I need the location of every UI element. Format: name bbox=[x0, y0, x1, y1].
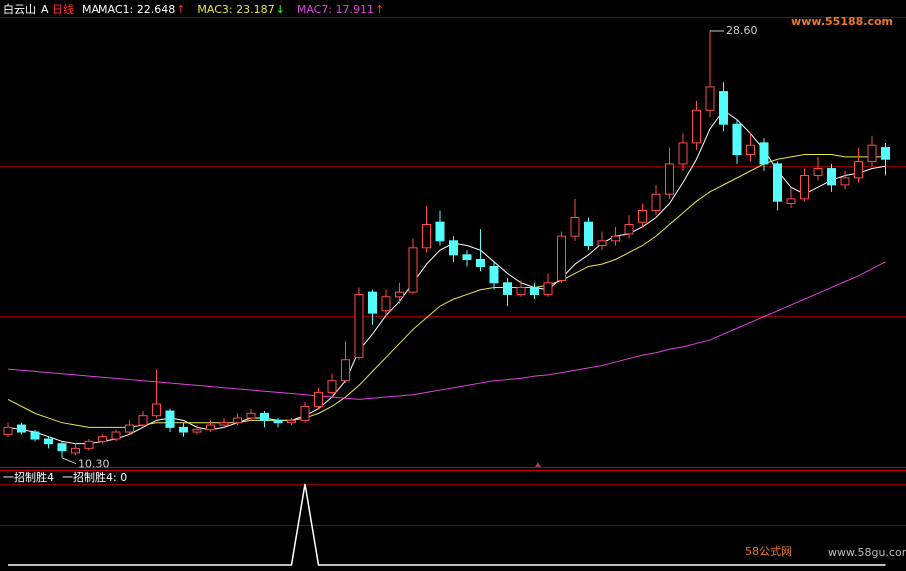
legend-arrow: ↑ bbox=[375, 3, 384, 16]
candle-body bbox=[624, 224, 634, 235]
candle-body bbox=[179, 426, 188, 433]
candle-body bbox=[651, 193, 661, 212]
indicator-value: 一招制胜4: 0 bbox=[62, 470, 127, 484]
candle-body bbox=[543, 282, 553, 295]
indicator-name: 一招制胜4 bbox=[3, 470, 54, 484]
candle-body bbox=[732, 123, 742, 156]
candle-body bbox=[597, 240, 607, 246]
candle-body bbox=[867, 144, 877, 163]
candle-body bbox=[557, 235, 566, 281]
low-pointer bbox=[61, 457, 77, 465]
candle-body bbox=[773, 163, 782, 202]
indicator-line bbox=[8, 483, 886, 566]
candle-body bbox=[422, 224, 431, 249]
watermark: 58公式网 bbox=[745, 545, 792, 558]
candle-body bbox=[44, 438, 53, 445]
candle-body bbox=[273, 419, 283, 424]
ma-line bbox=[7, 154, 886, 428]
legend-arrow: ↑ bbox=[176, 3, 185, 16]
marker bbox=[535, 462, 541, 467]
watermark: www.55188.com bbox=[791, 15, 893, 28]
candle-body bbox=[611, 235, 620, 242]
legend-arrow: ↓ bbox=[276, 3, 285, 16]
candle-body bbox=[57, 443, 67, 452]
candle-body bbox=[381, 296, 391, 312]
candle-body bbox=[17, 424, 26, 433]
candle-body bbox=[462, 254, 472, 260]
candle-body bbox=[813, 168, 823, 177]
candle-body bbox=[746, 144, 755, 156]
candle-body bbox=[503, 282, 512, 295]
candle-body bbox=[719, 91, 728, 125]
stock-flag: A bbox=[41, 3, 49, 16]
ma-line bbox=[7, 261, 886, 400]
candle-body bbox=[516, 286, 526, 295]
candle-body bbox=[138, 415, 148, 426]
ma-label: MA bbox=[82, 3, 99, 16]
candle-body bbox=[638, 210, 647, 223]
candle-body bbox=[341, 359, 350, 382]
candle-body bbox=[314, 391, 323, 407]
candle-body bbox=[111, 431, 121, 440]
candle-body bbox=[192, 429, 202, 433]
candle-body bbox=[165, 410, 175, 428]
candle-body bbox=[354, 293, 364, 358]
candle-body bbox=[408, 247, 418, 293]
candle-body bbox=[840, 177, 850, 186]
panel-lines bbox=[0, 17, 906, 526]
candle-body bbox=[287, 419, 296, 424]
candle-body bbox=[584, 221, 593, 246]
stock-name: 白云山 bbox=[3, 2, 36, 16]
candle-body bbox=[692, 109, 701, 144]
candle-body bbox=[489, 265, 499, 284]
candle-body bbox=[530, 286, 539, 295]
ma-line bbox=[7, 109, 886, 445]
candle-body bbox=[678, 142, 688, 165]
candle-body bbox=[30, 431, 40, 440]
candle-body bbox=[206, 424, 215, 431]
candle-body bbox=[219, 422, 229, 426]
candle-body bbox=[786, 198, 796, 205]
candle-body bbox=[705, 86, 715, 111]
candle-body bbox=[233, 417, 242, 424]
legend-entry: MAC1: 22.648 bbox=[98, 3, 175, 16]
candle-body bbox=[98, 436, 107, 442]
candle-body bbox=[395, 291, 404, 298]
candle-body bbox=[827, 168, 836, 186]
candle-body bbox=[260, 412, 269, 421]
low-label: 10.30 bbox=[78, 458, 110, 471]
watermark-url: www.58gu.com bbox=[828, 546, 906, 559]
candle-body bbox=[665, 163, 674, 195]
high-label: 28.60 bbox=[726, 24, 758, 37]
candle-body bbox=[435, 221, 445, 242]
candle-body bbox=[881, 147, 890, 160]
candle-body bbox=[476, 258, 485, 267]
candle-body bbox=[71, 447, 80, 454]
candle-body bbox=[854, 161, 863, 179]
candle-body bbox=[3, 426, 13, 435]
candle-body bbox=[246, 412, 256, 419]
candle-body bbox=[84, 440, 94, 449]
candle-body bbox=[327, 380, 337, 393]
legend-entry: MAC7: 17.911 bbox=[297, 3, 374, 16]
candle-body bbox=[800, 175, 809, 200]
candle-body bbox=[152, 403, 161, 417]
legend-entry: MAC3: 23.187 bbox=[197, 3, 274, 16]
candle-body bbox=[368, 291, 377, 314]
period: 日线 bbox=[52, 2, 74, 16]
candle-body bbox=[570, 217, 580, 237]
candle-body bbox=[300, 405, 310, 421]
candle-body bbox=[449, 240, 458, 256]
candle-body bbox=[759, 142, 769, 165]
candle-body bbox=[125, 424, 134, 433]
